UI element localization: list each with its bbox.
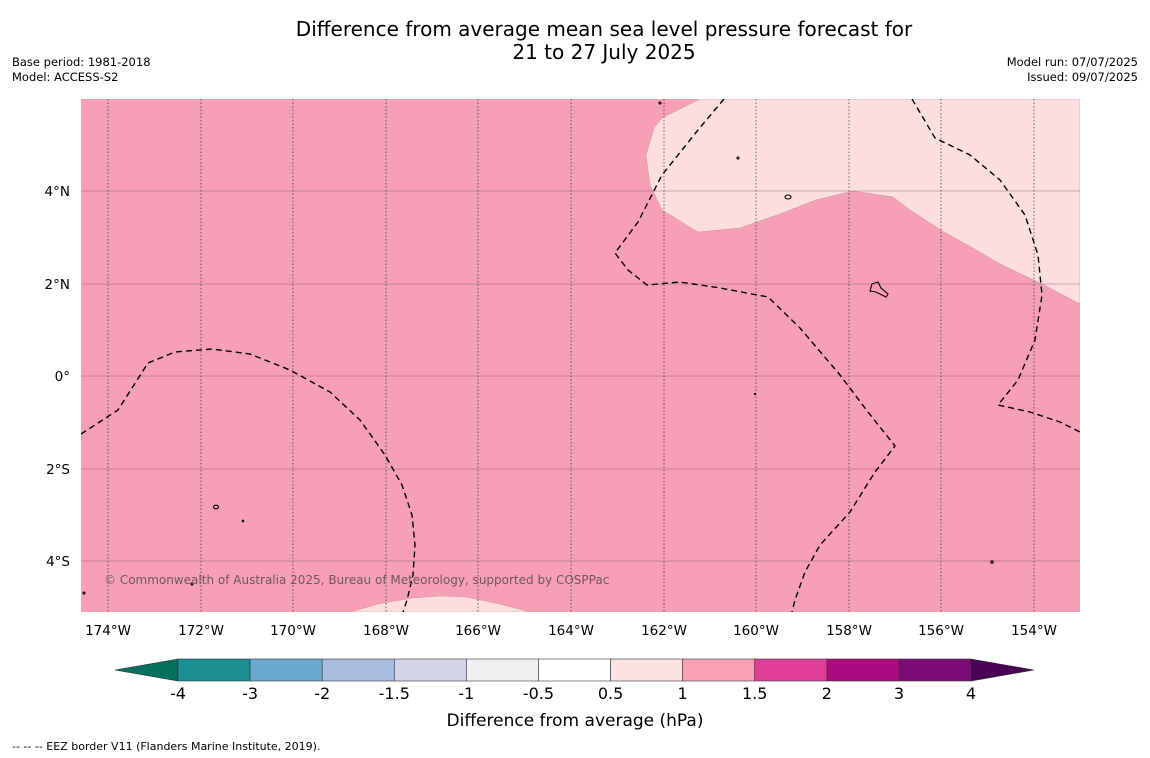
lon-label: 154°W <box>1011 623 1057 639</box>
colorbar-extend-min <box>114 658 179 682</box>
island-small-3 <box>241 519 245 523</box>
colorbar-tick-label: -0.5 <box>523 684 554 703</box>
lon-label: 166°W <box>455 623 501 639</box>
colorbar-tick-label: 2 <box>822 684 832 703</box>
colorbar-segment <box>177 658 251 682</box>
anomaly-region-high <box>645 99 1080 305</box>
island-small-9 <box>82 591 86 595</box>
lon-label: 170°W <box>270 623 316 639</box>
map-plot-area: © Commonwealth of Australia 2025, Bureau… <box>81 99 1080 612</box>
lat-label: 2°N <box>45 277 70 293</box>
colorbar-segment <box>682 658 756 682</box>
colorbar-extend-max <box>970 658 1035 682</box>
colorbar-segment <box>754 658 828 682</box>
colorbar-tick-label: 1.5 <box>742 684 767 703</box>
island-small-4 <box>736 156 740 160</box>
eez-borders <box>81 99 1080 612</box>
meta-right: Model run: 07/07/2025 Issued: 09/07/2025 <box>1007 55 1138 85</box>
base-period: Base period: 1981-2018 <box>12 55 151 69</box>
lon-label: 174°W <box>85 623 131 639</box>
colorbar: -4 -3 -2 -1.5 -1 -0.5 0.5 1 1.5 2 3 4 <box>114 658 1035 703</box>
meta-left: Base period: 1981-2018 Model: ACCESS-S2 <box>12 55 151 85</box>
colorbar-tick-label: 3 <box>894 684 904 703</box>
lon-label: 172°W <box>178 623 224 639</box>
islands <box>82 101 994 595</box>
eez-legend-footer: -- -- -- EEZ border V11 (Flanders Marine… <box>12 740 321 753</box>
colorbar-title: Difference from average (hPa) <box>447 711 704 731</box>
colorbar-segment <box>249 658 323 682</box>
anomaly-region-south <box>349 595 531 612</box>
lon-axis: 174°W 172°W 170°W 168°W 166°W 164°W 162°… <box>85 623 1057 639</box>
island-small-1 <box>784 194 792 200</box>
lat-label: 4°N <box>45 184 70 200</box>
island-small-7 <box>990 560 994 564</box>
title-line-1: Difference from average mean sea level p… <box>295 17 913 41</box>
lat-label: 2°S <box>46 462 70 478</box>
colorbar-segment <box>393 658 467 682</box>
colorbar-tick-label: -4 <box>170 684 186 703</box>
colorbar-tick-label: 1 <box>678 684 688 703</box>
eez-border-east <box>911 99 1080 433</box>
model-run: Model run: 07/07/2025 <box>1006 55 1138 69</box>
island-small-2 <box>212 504 220 510</box>
eez-border-central <box>614 99 896 612</box>
island-small-5 <box>658 101 662 105</box>
lon-label: 158°W <box>826 623 872 639</box>
lon-label: 168°W <box>363 623 409 639</box>
lat-axis: 4°N 2°N 0° 2°S 4°S <box>45 184 70 570</box>
colorbar-tick-label: -2 <box>314 684 330 703</box>
colorbar-segment <box>321 658 395 682</box>
colorbar-segment <box>538 658 611 682</box>
model-name: Model: ACCESS-S2 <box>12 70 119 84</box>
copyright-notice: © Commonwealth of Australia 2025, Bureau… <box>104 573 609 587</box>
colorbar-segment <box>610 658 683 682</box>
colorbar-segment <box>826 658 900 682</box>
island-small-8 <box>190 582 194 586</box>
map-title: Difference from average mean sea level p… <box>0 18 1150 64</box>
colorbar-segment <box>898 658 972 682</box>
colorbar-tick-label: 4 <box>966 684 976 703</box>
lon-label: 164°W <box>548 623 594 639</box>
colorbar-tick-label: 0.5 <box>598 684 623 703</box>
colorbar-segment <box>466 658 539 682</box>
colorbar-tick-label: -1.5 <box>379 684 410 703</box>
issued-date: Issued: 09/07/2025 <box>1027 70 1138 84</box>
colorbar-tick-label: -3 <box>242 684 258 703</box>
lon-label: 162°W <box>641 623 687 639</box>
lon-label: 160°W <box>733 623 779 639</box>
colorbar-tick-label: -1 <box>458 684 474 703</box>
title-line-2: 21 to 27 July 2025 <box>512 40 696 64</box>
lon-label: 156°W <box>918 623 964 639</box>
lat-label: 0° <box>55 369 70 385</box>
island-small-6 <box>753 392 757 396</box>
lat-label: 4°S <box>46 554 70 570</box>
island-kiritimati <box>869 281 889 298</box>
graticule <box>81 99 1080 612</box>
eez-border-west <box>81 348 416 612</box>
